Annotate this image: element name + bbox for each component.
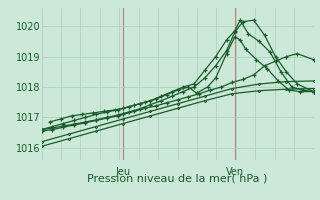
Text: Jeu: Jeu [116,167,131,177]
X-axis label: Pression niveau de la mer( hPa ): Pression niveau de la mer( hPa ) [87,174,268,184]
Text: Ven: Ven [226,167,244,177]
